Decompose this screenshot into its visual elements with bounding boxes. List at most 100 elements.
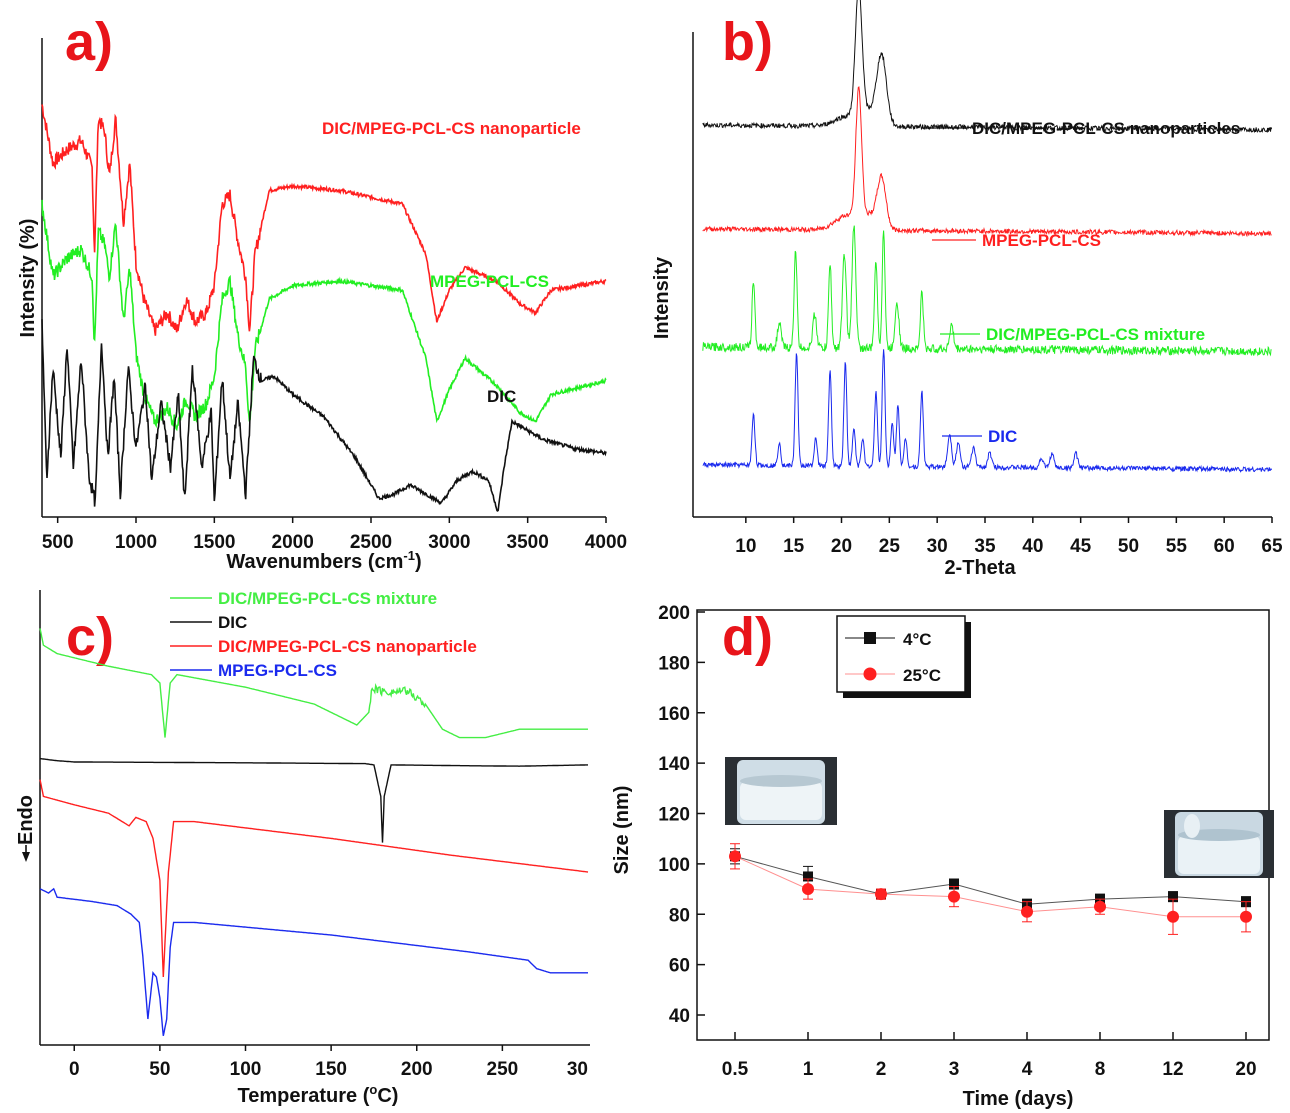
panel-d-xtick-label: 0.5 (722, 1059, 749, 1080)
panel-b: b) 10 15 20 25 30 35 40 45 50 55 60 65 DIC/MPEG-PCL… (651, 0, 1283, 579)
panel-c-ylabel: Endo (15, 795, 37, 862)
panel-c-series-dic-mpeg-pcl-cs-mixture (39, 628, 588, 739)
panel-b-xtick-label: 50 (1118, 536, 1139, 557)
panel-d-series-25-c-point (948, 890, 960, 903)
panel-b-xtick-label: 30 (927, 536, 948, 557)
panel-b-series-dic-mpeg-pcl-cs-mixture (702, 225, 1272, 357)
panel-d-xtick-label: 1 (803, 1059, 814, 1080)
panel-a-xtick-label: 1000 (115, 532, 157, 553)
panel-d-legend-marker-4c (864, 632, 876, 644)
panel-b-series-label-mpeg: MPEG-PCL-CS (982, 231, 1101, 250)
panel-b-series-label-nanoparticles: DIC/MPEG-PCL-CS nanoparticles (972, 119, 1240, 138)
panel-b-xtick-label: 25 (879, 536, 901, 557)
panel-c-xtick-label: 100 (230, 1059, 262, 1080)
panel-d-ylabel: Size (nm) (611, 786, 633, 875)
panel-c-legend-mixture: DIC/MPEG-PCL-CS mixture (218, 589, 437, 608)
panel-b-xtick-label: 20 (831, 536, 852, 557)
panel-d-inset-photo-left (725, 757, 837, 825)
panel-c-xtick-label: 0 (69, 1059, 80, 1080)
panel-c-xtick-label-clipped: 30 (567, 1059, 588, 1080)
panel-a-xtick-label: 3000 (428, 532, 470, 553)
panel-c-series-mpeg-pcl-cs (39, 887, 588, 1036)
panel-d-series-4-c-point (949, 879, 959, 890)
panel-a-xtick-label: 1500 (193, 532, 235, 553)
panel-d-legend-25c: 25°C (903, 666, 941, 685)
panel-c-xtick-label: 50 (149, 1059, 170, 1080)
panel-d-series-25-c-point (1094, 900, 1106, 913)
panel-a-xtick-label: 3500 (507, 532, 549, 553)
panel-d-ytick-label: 160 (658, 704, 690, 725)
panel-b-ylabel: Intensity (651, 256, 673, 339)
panel-d-xtick-label: 3 (949, 1059, 960, 1080)
panel-b-xtick-label: 15 (783, 536, 805, 557)
panel-c-series (39, 628, 589, 1036)
panel-a-ylabel: Intensity (%) (17, 219, 39, 338)
panel-c-xlabel: Temperature (oC) (238, 1082, 399, 1107)
panel-b-xlabel: 2-Theta (944, 557, 1016, 579)
panel-d-ytick-label: 100 (658, 855, 690, 876)
panel-d-series-25-c-point (1167, 910, 1179, 923)
panel-b-xtick-label: 60 (1214, 536, 1235, 557)
panel-b-xtick-label: 40 (1022, 536, 1043, 557)
panel-d-legend-marker-25c (863, 667, 877, 681)
panel-b-series-label-dic: DIC (988, 427, 1017, 446)
panel-c-legend-mpeg: MPEG-PCL-CS (218, 661, 337, 680)
panel-d-xtick-label: 4 (1022, 1059, 1033, 1080)
panel-d-xtick-label: 8 (1095, 1059, 1106, 1080)
panel-d-series-25-c-point (875, 888, 887, 901)
panel-d-series-25-c-point (802, 883, 814, 896)
panel-c-series-dic (39, 757, 588, 843)
panel-b-xtick-label: 65 (1261, 536, 1283, 557)
panel-d-series-25-c-point (1021, 905, 1033, 918)
panel-b-xtick-label: 35 (974, 536, 996, 557)
panel-d-inset-photo-right (1164, 810, 1274, 878)
panel-d-ytick-label: 140 (658, 754, 690, 775)
panel-b-xtick-label: 55 (1166, 536, 1188, 557)
panel-d-series (729, 843, 1252, 935)
panel-d-xtick-label: 20 (1235, 1059, 1256, 1080)
panel-a-xtick-label: 500 (42, 532, 74, 553)
panel-d-xtick-label: 12 (1162, 1059, 1183, 1080)
panel-d-ytick-label: 200 (658, 603, 690, 624)
panel-c-legend: DIC/MPEG-PCL-CS mixture DIC DIC/MPEG-PCL… (170, 589, 477, 680)
panel-c-ylabel-text: Endo (15, 795, 37, 845)
panel-d-legend: 4°C 25°C (836, 615, 971, 698)
panel-c-xtick-label: 150 (315, 1059, 347, 1080)
panel-a-series-label-nanoparticle: DIC/MPEG-PCL-CS nanoparticle (322, 119, 581, 138)
panel-a-series-label-mpeg: MPEG-PCL-CS (430, 272, 549, 291)
panel-b-x-ticks: 10 15 20 25 30 35 40 45 50 55 60 65 (735, 517, 1283, 557)
panel-c: c) 0 50 100 150 200 250 30 DIC/MPEG-PCL-CS mix… (15, 589, 590, 1107)
panel-d-series-4-c-point (1168, 891, 1178, 902)
panel-b-series-dic (702, 349, 1273, 473)
panel-c-label: c) (66, 607, 114, 667)
panel-d-series-4-c-point (803, 871, 813, 882)
panel-d-series-25-c-point (729, 850, 741, 863)
panel-a-series-mpeg-pcl-cs (41, 199, 607, 432)
panel-a-series (41, 104, 607, 512)
panel-c-xtick-label: 200 (401, 1059, 433, 1080)
panel-d-series-4-c-line (734, 855, 1247, 905)
panel-b-series-label-mixture: DIC/MPEG-PCL-CS mixture (986, 325, 1205, 344)
panel-d-ytick-label: 40 (669, 1006, 690, 1027)
panel-a-label: a) (65, 12, 113, 72)
panel-c-series-dic-mpeg-pcl-cs-nanoparticle (39, 779, 589, 978)
panel-a-series-dic-mpeg-pcl-cs-nanoparticle (41, 104, 607, 336)
panel-d-legend-4c: 4°C (903, 630, 932, 649)
panel-d-xlabel: Time (days) (963, 1088, 1074, 1110)
panel-a: a) 500 1000 1500 2000 2500 3000 3500 4000 DIC/M… (17, 12, 627, 573)
panel-a-series-dic (41, 319, 607, 512)
panel-a-xtick-label: 4000 (585, 532, 627, 553)
panel-d-xtick-label: 2 (876, 1059, 887, 1080)
panel-d-series-25-c-point (1240, 910, 1252, 923)
panel-c-x-ticks: 0 50 100 150 200 250 30 (69, 1045, 588, 1080)
panel-a-xlabel: Wavenumbers (cm-1) (226, 548, 421, 573)
panel-d-ytick-label: 60 (669, 956, 690, 977)
panel-d-ytick-label: 80 (669, 905, 690, 926)
panel-a-x-ticks: 500 1000 1500 2000 2500 3000 3500 4000 (42, 517, 627, 553)
panel-b-label: b) (722, 12, 773, 72)
panel-b-series (702, 0, 1273, 473)
panel-d-series-25-c-line (734, 855, 1246, 918)
